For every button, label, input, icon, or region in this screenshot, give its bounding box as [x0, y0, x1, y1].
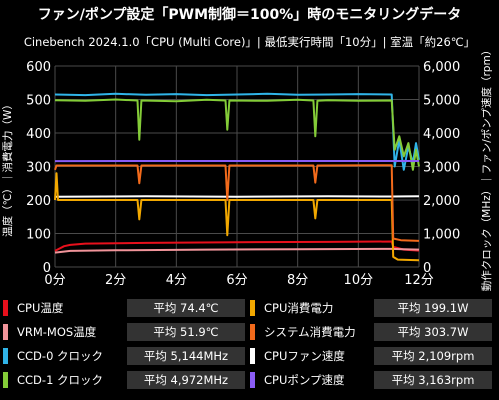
x-tick-label: 12分: [404, 273, 434, 288]
x-tick-label: 10分: [344, 273, 374, 288]
legend-swatch: [3, 300, 8, 316]
legend-label: CPUポンプ速度: [264, 373, 345, 387]
y-right-tick-label: 1,000: [423, 228, 460, 243]
series-lines: [54, 92, 420, 262]
y-left-tick-label: 0: [43, 261, 51, 276]
line-chart: 0 100 200 300 400 500 600 0 1,000 2,000 3,000 4,00…: [1, 45, 493, 291]
legend-value: 平均 51.9℃: [127, 323, 245, 341]
y-right-tick-label: 4,000: [423, 127, 460, 142]
y-left-tick-label: 500: [26, 94, 51, 109]
y-right-tick-label: 5,000: [423, 94, 460, 109]
legend-swatch: [3, 324, 8, 340]
y-left-label: 温度（℃）｜消費電力（W）: [1, 99, 14, 237]
legend-swatch: [3, 372, 8, 388]
y-right-tick-label: 6,000: [423, 60, 460, 75]
legend-item: CCD-1 クロック 平均 4,972MHz: [3, 369, 249, 391]
y-right-tick-label: 2,000: [423, 194, 460, 209]
y-left-tick-label: 300: [26, 161, 51, 176]
legend-swatch: [250, 324, 255, 340]
y-left-tick-label: 400: [26, 127, 51, 142]
legend-value: 平均 3,163rpm: [374, 371, 492, 389]
legend-item: CPUファン速度 平均 2,109rpm: [250, 345, 496, 367]
legend: CPU温度 平均 74.4℃ CPU消費電力 平均 199.1W VRM-MOS温度 平均…: [0, 293, 499, 400]
y-left-tick-label: 100: [26, 228, 51, 243]
series-line: [54, 247, 420, 254]
chart-subtitle: Cinebench 2024.1.0「CPU (Multi Core)」| 最低…: [23, 35, 476, 49]
x-tick-label: 0分: [44, 273, 65, 288]
y-left-axis: 0 100 200 300 400 500 600: [26, 60, 51, 276]
legend-item: VRM-MOS温度 平均 51.9℃: [3, 321, 249, 343]
legend-item: システム消費電力 平均 303.7W: [250, 321, 496, 343]
series-line: [54, 98, 420, 171]
x-tick-label: 4分: [166, 273, 187, 288]
legend-value: 平均 4,972MHz: [127, 371, 245, 389]
x-tick-label: 2分: [105, 273, 126, 288]
legend-label: CPU温度: [17, 301, 64, 315]
chart-title: ファン/ポンプ設定「PWM制御＝100%」時のモニタリングデータ: [37, 7, 462, 23]
series-line: [54, 164, 420, 242]
legend-value: 平均 5,144MHz: [127, 347, 245, 365]
legend-swatch: [250, 300, 255, 316]
legend-label: システム消費電力: [264, 325, 356, 339]
legend-label: CCD-0 クロック: [17, 349, 104, 363]
x-tick-label: 6分: [226, 273, 247, 288]
x-tick-label: 8分: [287, 273, 308, 288]
x-axis: 0分 2分 4分 6分 8分 10分 12分: [44, 273, 433, 288]
legend-value: 平均 74.4℃: [127, 299, 245, 317]
legend-label: CCD-1 クロック: [17, 373, 104, 387]
legend-item: CPU消費電力 平均 199.1W: [250, 297, 496, 319]
legend-item: CPU温度 平均 74.4℃: [3, 297, 249, 319]
y-right-axis: 0 1,000 2,000 3,000 4,000 5,000 6,000: [423, 60, 460, 276]
legend-value: 平均 2,109rpm: [374, 347, 492, 365]
series-line: [54, 240, 420, 252]
legend-label: CPUファン速度: [264, 349, 345, 363]
legend-value: 平均 303.7W: [374, 323, 492, 341]
legend-swatch: [250, 372, 255, 388]
legend-value: 平均 199.1W: [374, 299, 492, 317]
legend-item: CPUポンプ速度 平均 3,163rpm: [250, 369, 496, 391]
legend-swatch: [3, 348, 8, 364]
legend-swatch: [250, 348, 255, 364]
legend-label: CPU消費電力: [264, 301, 334, 315]
y-right-tick-label: 3,000: [423, 161, 460, 176]
legend-label: VRM-MOS温度: [17, 325, 97, 339]
y-right-tick-label: 0: [423, 261, 431, 276]
legend-item: CCD-0 クロック 平均 5,144MHz: [3, 345, 249, 367]
y-left-tick-label: 200: [26, 194, 51, 209]
y-left-tick-label: 600: [26, 60, 51, 75]
y-right-label: 動作クロック（MHz）｜ファン/ポンプ速度（rpm）: [480, 45, 493, 291]
